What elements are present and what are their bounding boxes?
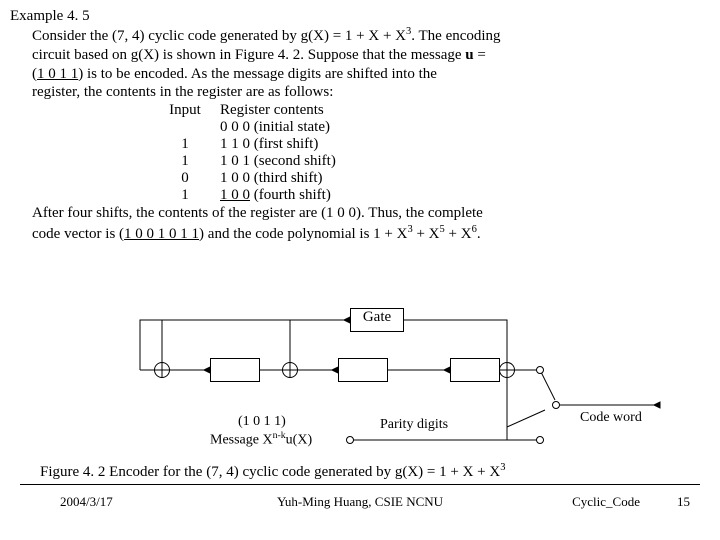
figcap-a: Figure 4. 2 Encoder for the (7, 4) cycli… [40,464,500,480]
a2b: ) and the code polynomial is 1 + X [199,226,407,242]
p2t: = [474,47,486,63]
gate-box: Gate [350,308,404,332]
register-2 [338,358,388,382]
message-bits-label: (1 0 1 1) [238,414,286,430]
encoder-diagram: Gate (1 0 1 1) Message Xn-ku(X) Parity d… [0,302,720,462]
message-label: Message Xn-ku(X) [210,430,312,449]
a2u: 1 0 0 1 0 1 1 [124,226,199,242]
p3b: ) is to be encoded. As the message digit… [78,66,437,82]
row1-in: 1 [150,136,220,153]
row4-reg: 1 0 0 [220,187,250,203]
shift-table: InputRegister contents 0 0 0 (initial st… [150,102,710,204]
xor-1 [154,362,170,378]
switch-node-parity [536,366,544,374]
msg-sup: n-k [273,430,286,441]
a2d: + X [445,226,472,242]
example-title: Example 4. 5 [10,8,710,25]
hdr-reg: Register contents [220,102,324,118]
parity-label: Parity digits [380,417,448,433]
figcap-sup: 3 [500,462,505,473]
msg-a: Message X [210,433,273,448]
p3u: 1 0 1 1 [37,66,78,82]
a2e: . [477,226,481,242]
row1-reg: 1 1 0 [220,136,250,152]
p2: circuit based on g(X) is shown in Figure… [32,47,465,63]
paragraph-1: Consider the (7, 4) cyclic code generate… [10,25,710,46]
row0-note: (initial state) [254,119,330,135]
row4-note: (fourth shift) [254,187,331,203]
row4-in: 1 [150,187,220,204]
row2-in: 1 [150,153,220,170]
row3-reg: 1 0 0 [220,170,250,186]
p1a: Consider the (7, 4) cyclic code generate… [32,28,406,44]
row2-reg: 1 0 1 [220,153,250,169]
switch-node-out [552,401,560,409]
paragraph-2: circuit based on g(X) is shown in Figure… [10,46,710,65]
row2-note: (second shift) [254,153,336,169]
gate-label: Gate [363,309,391,325]
after-2: code vector is (1 0 0 1 0 1 1) and the c… [10,223,710,244]
row1-note: (first shift) [254,136,319,152]
a2c: + X [413,226,440,242]
p2b: u [465,47,473,63]
p1b: . The encoding [411,28,500,44]
msg-b: u(X) [286,433,312,448]
row0-reg: 0 0 0 [220,119,250,135]
codeword-label: Code word [580,410,642,426]
a2a: code vector is ( [32,226,124,242]
row3-note: (third shift) [254,170,323,186]
paragraph-3: (1 0 1 1) is to be encoded. As the messa… [10,65,710,84]
row3-in: 0 [150,170,220,187]
footer-page: 15 [677,494,690,510]
xor-2 [282,362,298,378]
footer-tag: Cyclic_Code [572,494,640,510]
hdr-input: Input [150,102,220,119]
register-3 [450,358,500,382]
paragraph-4: register, the contents in the register a… [10,83,710,102]
xor-3 [499,362,515,378]
after-1: After four shifts, the contents of the r… [10,204,710,223]
switch-node-msg [536,436,544,444]
register-1 [210,358,260,382]
footer-separator [20,484,700,485]
figure-caption: Figure 4. 2 Encoder for the (7, 4) cycli… [40,462,505,481]
switch-node-msgin [346,436,354,444]
